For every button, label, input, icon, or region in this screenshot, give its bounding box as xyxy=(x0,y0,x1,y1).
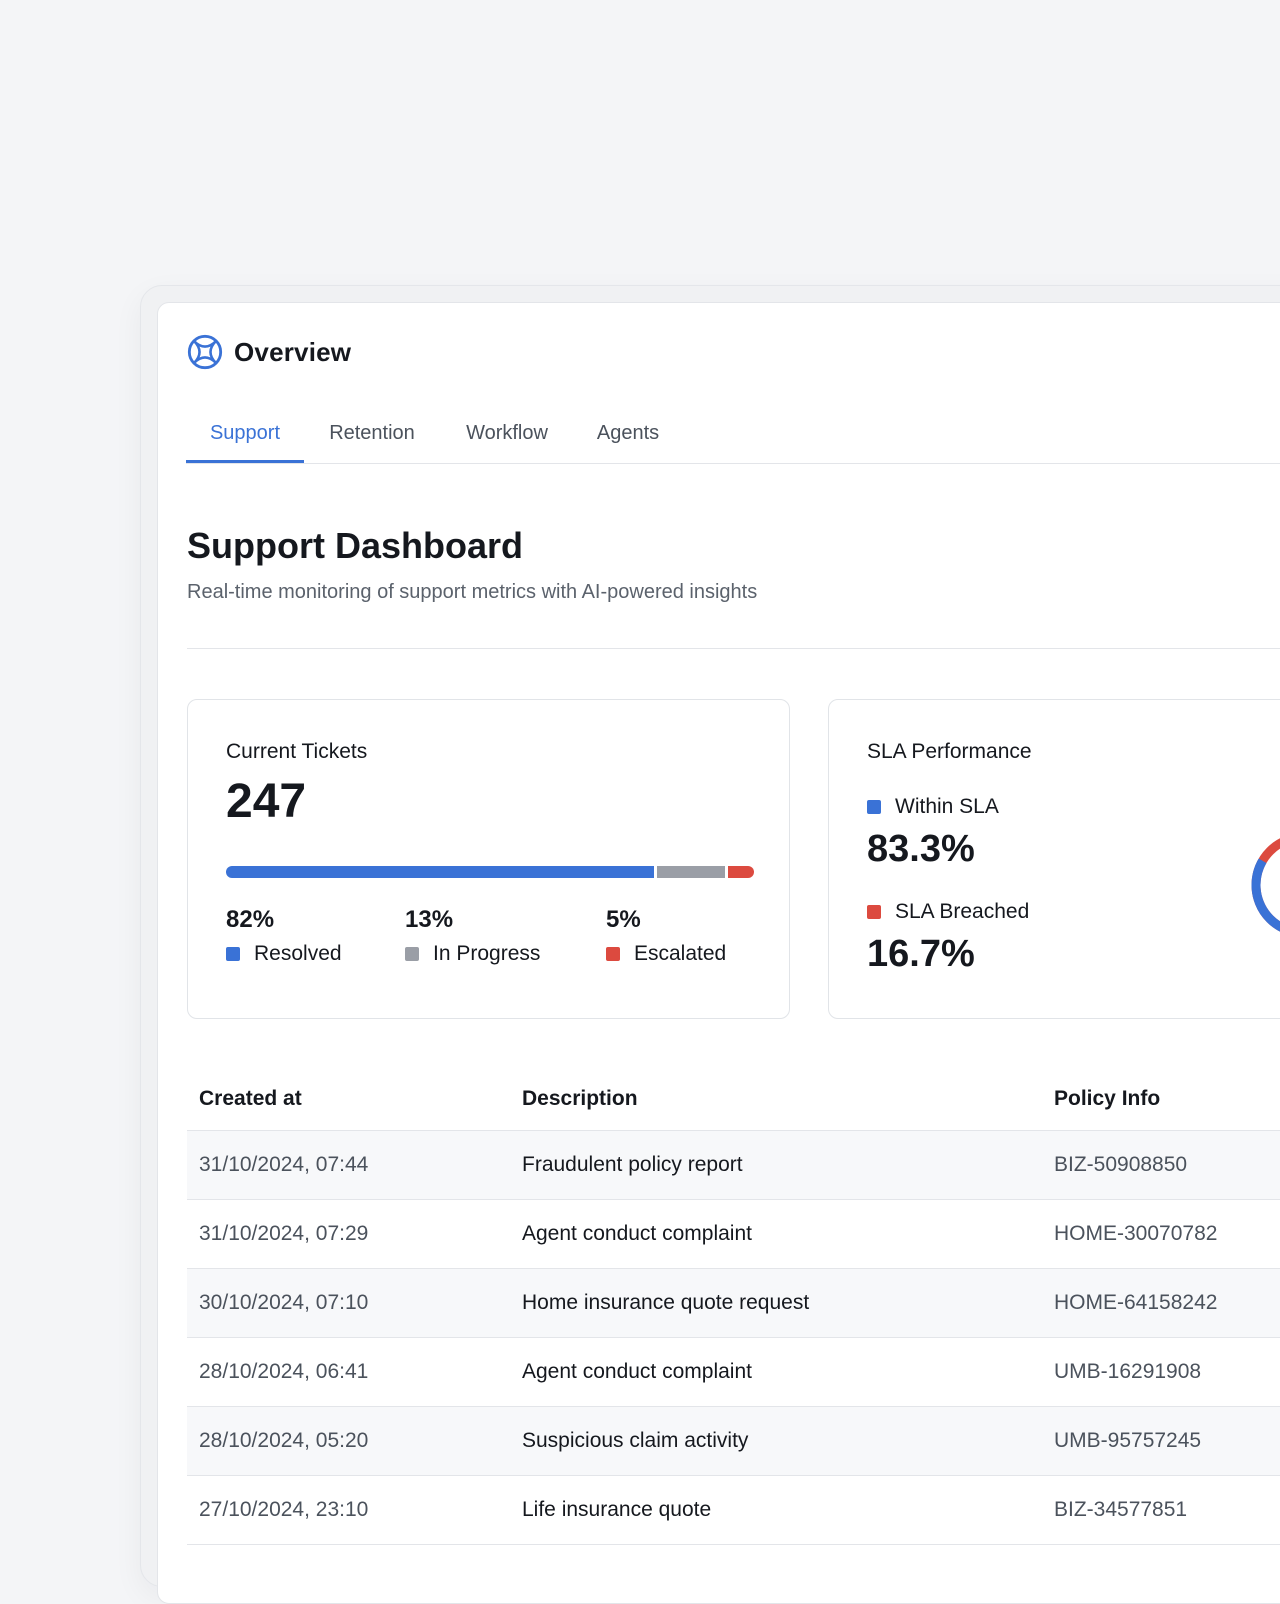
table-row[interactable]: 31/10/2024, 07:44 Fraudulent policy repo… xyxy=(187,1131,1280,1200)
cell-policy-info: BIZ-34577851 xyxy=(1054,1498,1188,1521)
cell-description: Fraudulent policy report xyxy=(522,1153,743,1176)
legend-swatch-red xyxy=(867,905,881,919)
cell-created-at: 28/10/2024, 06:41 xyxy=(199,1360,369,1383)
sla-within-legend: Within SLA xyxy=(867,795,999,819)
bar-segment-in-progress xyxy=(657,866,725,878)
sla-within-label: Within SLA xyxy=(895,795,999,818)
cell-description: Home insurance quote request xyxy=(522,1291,810,1314)
legend-swatch-red xyxy=(606,947,620,961)
tab-agents[interactable]: Agents xyxy=(596,422,660,444)
section-divider xyxy=(187,648,1280,649)
cell-description: Agent conduct complaint xyxy=(522,1222,752,1245)
cell-created-at: 28/10/2024, 05:20 xyxy=(199,1429,369,1452)
sla-breached-legend: SLA Breached xyxy=(867,900,1029,924)
cell-created-at: 27/10/2024, 23:10 xyxy=(199,1498,369,1521)
legend-swatch-blue xyxy=(867,800,881,814)
sla-breached-value: 16.7% xyxy=(867,933,975,975)
table-header-row: Created at Description Policy Info xyxy=(187,1063,1280,1131)
stat-resolved-label: Resolved xyxy=(254,942,342,965)
tab-bar: Support Retention Workflow Agents xyxy=(186,405,1280,464)
bar-segment-resolved xyxy=(226,866,655,878)
app-title: Overview xyxy=(234,336,352,367)
cell-created-at: 31/10/2024, 07:29 xyxy=(199,1222,369,1245)
cell-description: Agent conduct complaint xyxy=(522,1360,752,1383)
cell-description: Life insurance quote xyxy=(522,1498,712,1521)
bar-segment-escalated xyxy=(727,866,754,878)
stat-resolved-legend: Resolved xyxy=(226,942,342,966)
sla-performance-label: SLA Performance xyxy=(867,740,1032,763)
stat-escalated-pct: 5% xyxy=(606,906,641,933)
stat-in-progress-pct: 13% xyxy=(405,906,454,933)
app-header: Overview xyxy=(186,333,351,371)
cell-policy-info: UMB-95757245 xyxy=(1054,1429,1202,1452)
table-row[interactable]: 28/10/2024, 05:20 Suspicious claim activ… xyxy=(187,1407,1280,1476)
stat-in-progress: 13% In Progress xyxy=(405,906,540,966)
stat-escalated: 5% Escalated xyxy=(606,906,726,966)
sla-performance-card: SLA Performance Within SLA 83.3% SLA Bre… xyxy=(828,699,1280,1019)
sla-donut-within xyxy=(1251,832,1280,938)
cell-created-at: 30/10/2024, 07:10 xyxy=(199,1291,369,1314)
tab-support[interactable]: Support xyxy=(186,405,304,463)
cell-policy-info: BIZ-50908850 xyxy=(1054,1153,1188,1176)
dashboard-panel: Overview Support Retention Workflow Agen… xyxy=(157,302,1280,1604)
cell-policy-info: HOME-64158242 xyxy=(1054,1291,1218,1314)
sla-within-value: 83.3% xyxy=(867,828,975,870)
cell-description: Suspicious claim activity xyxy=(522,1429,749,1452)
sla-donut-chart xyxy=(1251,832,1280,938)
table-row[interactable]: 27/10/2024, 23:10 Life insurance quote B… xyxy=(187,1476,1280,1545)
stat-in-progress-label: In Progress xyxy=(433,942,541,965)
tickets-table: Created at Description Policy Info 31/10… xyxy=(187,1063,1280,1545)
legend-swatch-blue xyxy=(226,947,240,961)
cell-created-at: 31/10/2024, 07:44 xyxy=(199,1153,369,1176)
sla-breached-label: SLA Breached xyxy=(895,900,1030,923)
stat-resolved: 82% Resolved xyxy=(226,906,342,966)
stat-resolved-pct: 82% xyxy=(226,906,275,933)
stat-escalated-label: Escalated xyxy=(634,942,727,965)
table-row[interactable]: 30/10/2024, 07:10 Home insurance quote r… xyxy=(187,1269,1280,1338)
header-policy-info[interactable]: Policy Info xyxy=(1054,1087,1161,1110)
current-tickets-label: Current Tickets xyxy=(226,740,368,763)
cell-policy-info: HOME-30070782 xyxy=(1054,1222,1218,1245)
ticket-status-bar xyxy=(226,866,754,878)
header-description[interactable]: Description xyxy=(522,1087,638,1110)
current-tickets-count: 247 xyxy=(226,775,307,828)
tab-retention[interactable]: Retention xyxy=(329,422,415,444)
tab-workflow[interactable]: Workflow xyxy=(466,422,548,444)
globe-logo-icon xyxy=(187,334,223,370)
stat-in-progress-legend: In Progress xyxy=(405,942,540,966)
cell-policy-info: UMB-16291908 xyxy=(1054,1360,1202,1383)
current-tickets-card: Current Tickets 247 82% Resolved 13% In … xyxy=(187,699,790,1019)
legend-swatch-gray xyxy=(405,947,419,961)
header-created-at[interactable]: Created at xyxy=(199,1087,302,1110)
table-row[interactable]: 28/10/2024, 06:41 Agent conduct complain… xyxy=(187,1338,1280,1407)
page-title: Support Dashboard xyxy=(187,525,524,566)
page-subtitle: Real-time monitoring of support metrics … xyxy=(187,581,758,603)
stat-escalated-legend: Escalated xyxy=(606,942,726,966)
table-row[interactable]: 31/10/2024, 07:29 Agent conduct complain… xyxy=(187,1200,1280,1269)
